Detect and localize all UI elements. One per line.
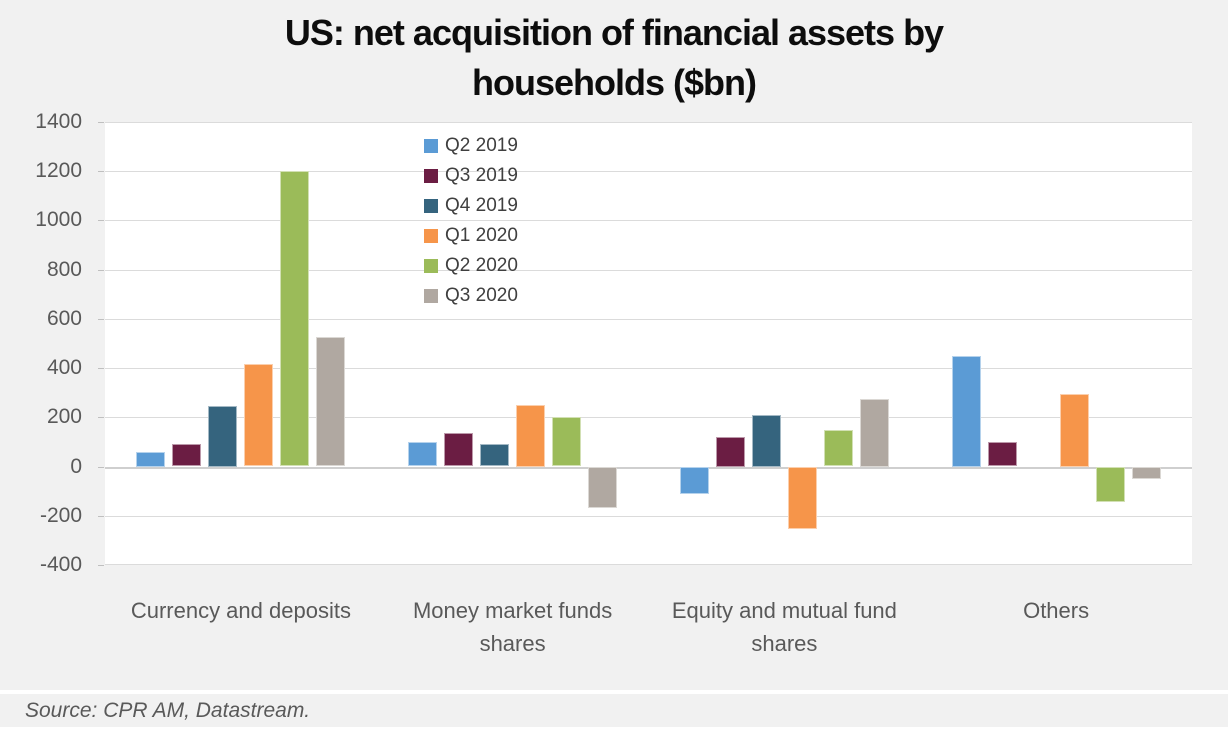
category-label-others: Others xyxy=(1023,598,1090,623)
y-tick-label--200: -200 xyxy=(39,503,82,527)
legend-swatch-q2-2019 xyxy=(424,139,438,153)
y-tick-mark xyxy=(98,466,104,468)
y-tick-mark xyxy=(98,269,104,271)
category-label-currency-and-deposits: Currency and deposits xyxy=(130,598,351,623)
zero-gridline xyxy=(105,466,1192,469)
legend-item-q4-2019: Q4 2019 xyxy=(424,191,518,221)
category-label-equity-and-mutual-fund-shares: Equity and mutual fund shares xyxy=(671,598,897,656)
legend-label: Q2 2019 xyxy=(445,135,518,156)
gridline-200 xyxy=(105,417,1192,419)
bar-q1-2020-others xyxy=(1059,394,1089,467)
bar-q3-2020-equity-and-mutual-fund-shares xyxy=(859,398,889,467)
bar-q3-2020-money-market-funds-shares xyxy=(588,466,618,509)
bar-q1-2020-equity-and-mutual-fund-shares xyxy=(787,466,817,530)
y-tick-label-200: 200 xyxy=(46,405,82,429)
legend-item-q2-2020: Q2 2020 xyxy=(424,251,518,281)
legend-item-q3-2020: Q3 2020 xyxy=(424,281,518,311)
legend-label: Q1 2020 xyxy=(445,225,518,246)
y-tick-mark xyxy=(98,515,104,517)
category-label-money-market-funds-shares: Money market funds shares xyxy=(412,598,613,656)
y-tick-mark xyxy=(98,122,104,123)
bar-q4-2019-equity-and-mutual-fund-shares xyxy=(751,414,781,467)
gridline-1000 xyxy=(105,220,1192,222)
gridline-800 xyxy=(105,269,1192,271)
bar-q2-2019-others xyxy=(951,355,981,467)
y-tick-label-1000: 1000 xyxy=(35,208,82,232)
bar-q3-2020-others xyxy=(1131,466,1161,479)
legend-label: Q3 2019 xyxy=(445,165,518,186)
legend-label: Q3 2020 xyxy=(445,285,518,306)
bar-q3-2019-money-market-funds-shares xyxy=(444,433,474,467)
legend-swatch-q1-2020 xyxy=(424,229,438,243)
y-tick-label-1200: 1200 xyxy=(35,159,82,183)
gridline--400 xyxy=(105,564,1192,565)
bar-q2-2020-money-market-funds-shares xyxy=(552,417,582,467)
y-tick-label-0: 0 xyxy=(70,454,82,478)
chart-card: US: net acquisition of financial assets … xyxy=(0,0,1228,690)
y-tick-mark xyxy=(98,171,104,173)
legend-swatch-q2-2020 xyxy=(424,259,438,273)
y-tick-label-800: 800 xyxy=(46,257,82,281)
bar-q4-2019-currency-and-deposits xyxy=(208,406,238,467)
bar-q4-2019-money-market-funds-shares xyxy=(480,444,510,467)
bar-q3-2019-equity-and-mutual-fund-shares xyxy=(715,437,745,467)
bar-q2-2019-money-market-funds-shares xyxy=(408,441,438,467)
legend-item-q3-2019: Q3 2019 xyxy=(424,161,518,191)
gridline-400 xyxy=(105,368,1192,370)
gridline-600 xyxy=(105,318,1192,320)
bar-q3-2019-currency-and-deposits xyxy=(172,444,202,467)
y-tick-label-600: 600 xyxy=(46,306,82,330)
bar-q2-2019-currency-and-deposits xyxy=(136,451,166,467)
source-band: Source: CPR AM, Datastream. xyxy=(0,694,1228,727)
y-tick-mark xyxy=(98,565,104,566)
chart-title-line-1: US: net acquisition of financial assets … xyxy=(284,12,944,53)
bar-q2-2020-currency-and-deposits xyxy=(280,171,310,467)
bar-q1-2020-currency-and-deposits xyxy=(244,364,274,467)
y-tick-mark xyxy=(98,417,104,419)
bar-q2-2020-others xyxy=(1095,466,1125,503)
legend-swatch-q3-2019 xyxy=(424,169,438,183)
y-tick-label--400: -400 xyxy=(39,553,82,576)
legend: Q2 2019 Q3 2019 Q4 2019 Q1 2020 Q2 2020 Q3 20… xyxy=(424,131,518,311)
legend-swatch-q4-2019 xyxy=(424,199,438,213)
bar-q2-2019-equity-and-mutual-fund-shares xyxy=(679,466,709,494)
legend-swatch-q3-2020 xyxy=(424,289,438,303)
bar-q1-2020-money-market-funds-shares xyxy=(516,405,546,467)
y-tick-mark xyxy=(98,220,104,222)
legend-label: Q2 2020 xyxy=(445,255,518,276)
chart-title-line-2: households ($bn) xyxy=(472,62,757,103)
y-tick-mark xyxy=(98,368,104,370)
bar-q3-2020-currency-and-deposits xyxy=(316,337,346,467)
y-tick-label-400: 400 xyxy=(46,356,82,380)
legend-label: Q4 2019 xyxy=(445,195,518,216)
gridline-1400 xyxy=(105,122,1192,123)
legend-item-q1-2020: Q1 2020 xyxy=(424,221,518,251)
y-tick-label-1400: 1400 xyxy=(35,110,82,133)
gridline-1200 xyxy=(105,171,1192,173)
bar-q3-2019-others xyxy=(987,441,1017,467)
gridline--200 xyxy=(105,515,1192,517)
legend-item-q2-2019: Q2 2019 xyxy=(424,131,518,161)
bar-q2-2020-equity-and-mutual-fund-shares xyxy=(823,429,853,467)
plot-area xyxy=(105,122,1192,565)
y-tick-mark xyxy=(98,318,104,320)
chart-title: US: net acquisition of financial assets … xyxy=(0,8,1228,108)
source-note: Source: CPR AM, Datastream. xyxy=(25,699,311,722)
